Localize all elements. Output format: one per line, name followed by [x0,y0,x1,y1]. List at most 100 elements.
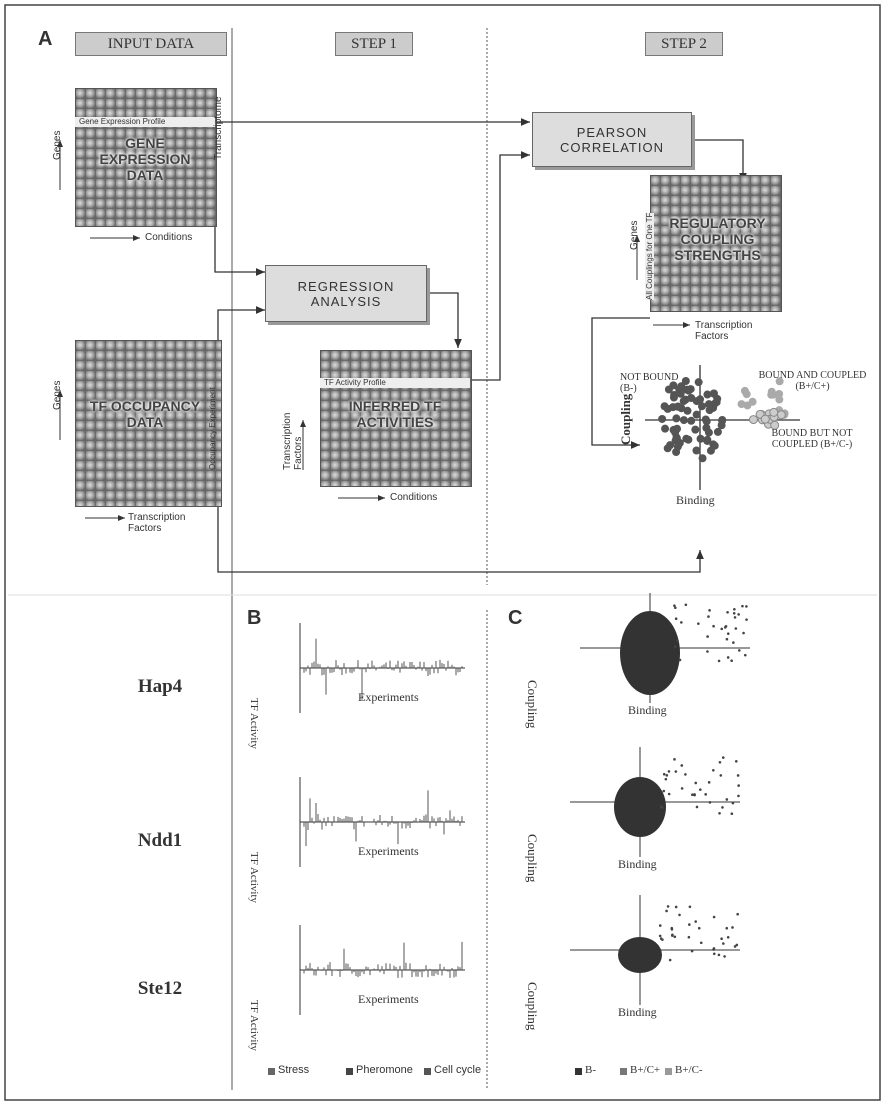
dot [661,425,669,433]
dot [732,641,735,644]
dot [697,435,705,443]
dot [665,778,668,781]
dot [684,436,692,444]
dot [711,442,719,450]
dot [668,770,671,773]
dot [731,812,734,815]
dot [678,914,681,917]
legend-label: B- [585,1064,596,1076]
axis-label: TF Activity [248,1000,260,1051]
dot [738,649,741,652]
dot [680,764,683,767]
point-cloud [614,777,666,837]
figure: A INPUT DATA STEP 1 STEP 2 Gene Expressi… [0,0,885,1105]
axis-label: TF Activity [248,698,260,749]
matrix-title: TF OCCUPANCY DATA [85,398,205,430]
axis-label: Genes [52,381,63,410]
dot [749,416,757,424]
dot [691,793,694,796]
dot [709,801,712,804]
dot [684,773,687,776]
dot [699,788,702,791]
dot [721,806,724,809]
dot [735,760,738,763]
dot [696,395,704,403]
dot [736,913,739,916]
dot [675,617,678,620]
dot [731,926,734,929]
dot [718,660,721,663]
dot [720,937,723,940]
axis-label: Binding [618,857,657,872]
dot [714,428,722,436]
dot [722,756,725,759]
dot [727,632,730,635]
dot [688,923,691,926]
dot [727,936,730,939]
dot [742,632,745,635]
dot [676,439,684,447]
axis-label: Experiments [358,690,419,705]
dot [672,414,680,422]
dot [693,411,701,419]
axis-label: Genes [52,131,63,160]
dot [691,950,694,953]
process-box: REGRESSION ANALYSIS [265,265,427,322]
dot [685,387,693,395]
panel-label: B [247,607,261,630]
dot [667,905,670,908]
dot [770,408,778,416]
dot [662,790,665,793]
axis-label: Coupling [524,982,540,1030]
dot [688,936,691,939]
dot [712,625,715,628]
dot [696,806,699,809]
dot [736,944,739,947]
row-label: Hap4 [120,676,200,698]
dot [679,659,682,662]
point-cloud [618,937,662,973]
dot [660,805,663,808]
row-label: Ste12 [120,978,200,1000]
matrix-title: REGULATORY COUPLING STRENGTHS [660,215,775,263]
axis-label: Coupling [524,834,540,882]
dot [680,416,688,424]
matrix-title: GENE EXPRESSION DATA [85,135,205,183]
dot [706,650,709,653]
process-box: PEARSON CORRELATION [532,112,692,167]
dot [661,402,669,410]
dot [674,606,677,609]
dot [720,774,723,777]
dot [698,927,701,930]
legend-swatch [620,1068,627,1075]
matrix-title: INFERRED TF ACTIVITIES [330,398,460,430]
dot [697,622,700,625]
axis-label: TF Activity [248,852,260,903]
header: STEP 1 [335,32,413,56]
annotation: NOT BOUND (B-) [620,372,682,394]
dot [720,628,723,631]
dot [670,393,678,401]
dot [718,812,721,815]
dot [664,444,672,452]
axis-label: Conditions [145,232,192,243]
dot [745,618,748,621]
axis-label: Experiments [358,844,419,859]
dot [712,769,715,772]
dot [674,935,677,938]
axis-label: Binding [618,1005,657,1020]
dot [695,378,703,386]
dot [727,656,730,659]
dot [741,605,744,608]
dot [676,639,679,642]
dot [710,389,718,397]
dot [680,397,688,405]
dot [703,436,711,444]
legend-swatch [346,1068,353,1075]
dot [705,429,713,437]
dot [713,952,716,955]
axis-label: Binding [676,493,715,508]
dot [675,770,678,773]
dot [726,611,729,614]
dot [699,454,707,462]
